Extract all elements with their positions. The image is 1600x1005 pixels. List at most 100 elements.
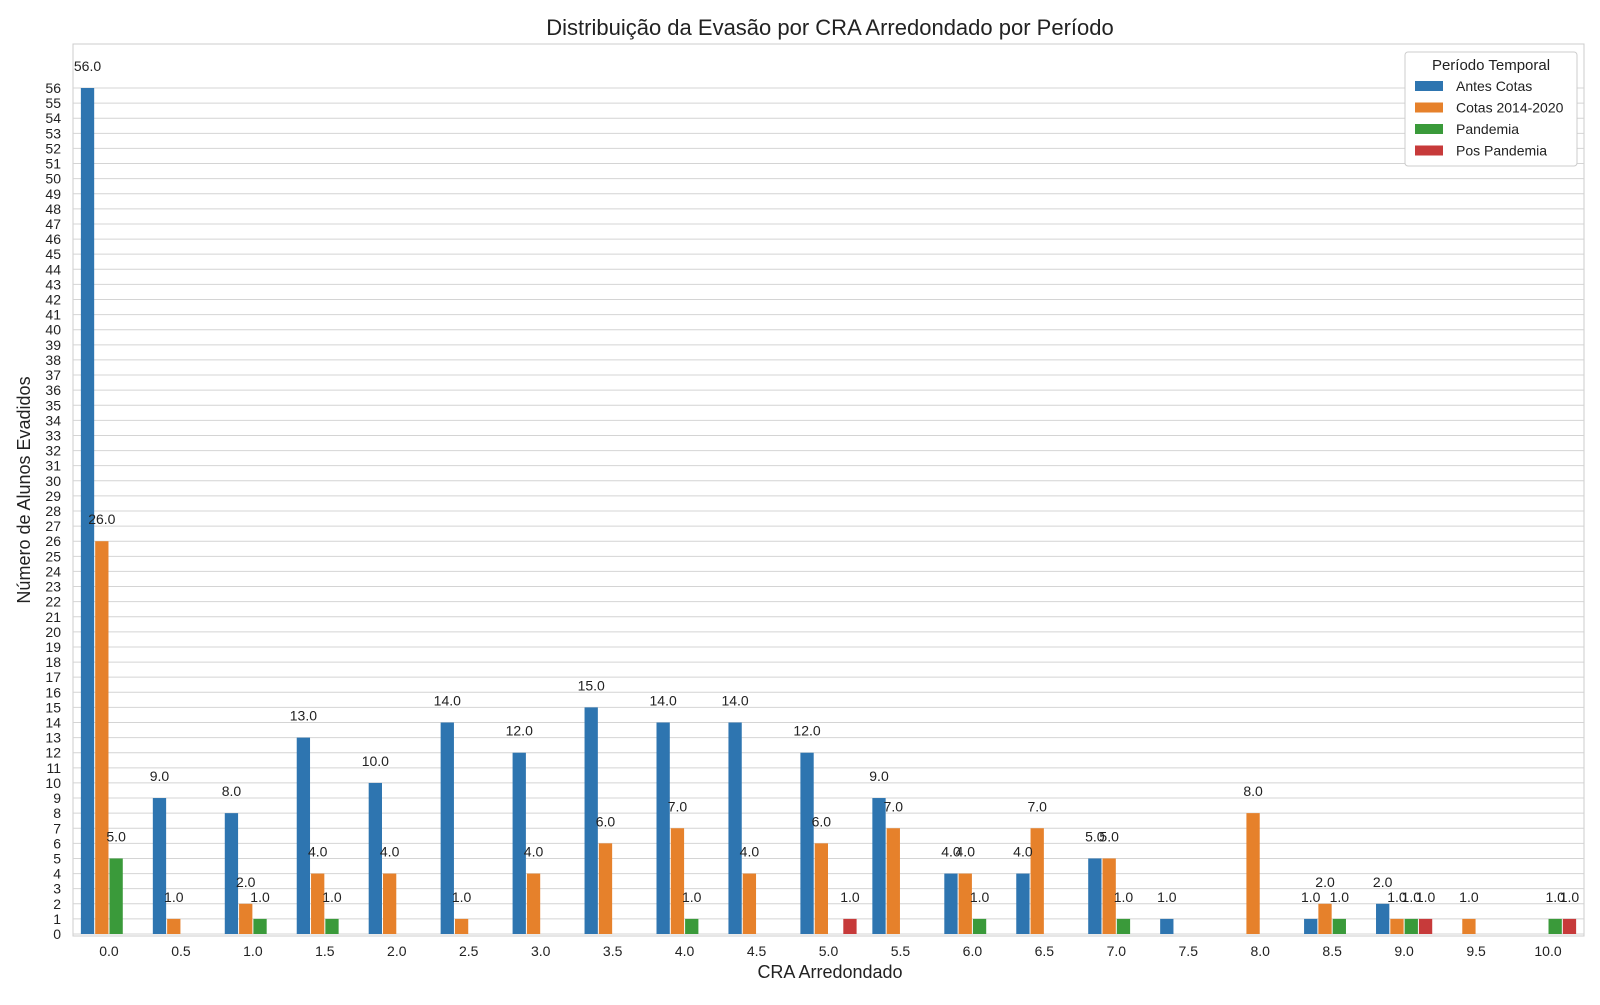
y-tick-label: 52 xyxy=(45,140,61,156)
bar xyxy=(1160,918,1174,934)
y-tick-label: 26 xyxy=(45,533,61,549)
x-tick-label: 7.0 xyxy=(1107,943,1127,959)
bar xyxy=(512,752,526,934)
bar xyxy=(239,903,253,934)
y-tick-label: 3 xyxy=(53,881,61,897)
bar xyxy=(1246,813,1260,934)
y-tick-label: 10 xyxy=(45,775,61,791)
x-tick-label: 4.5 xyxy=(747,943,767,959)
y-tick-label: 12 xyxy=(45,745,61,761)
bar-value-label: 14.0 xyxy=(650,693,677,709)
x-tick-label: 10.0 xyxy=(1534,943,1561,959)
y-tick-label: 22 xyxy=(45,594,61,610)
bar-value-label: 4.0 xyxy=(524,844,544,860)
bar xyxy=(1016,873,1030,934)
x-axis-ticks: 0.0 0.5 1.0 1.5 2.0 2.5 3.0 3.5 4.0 4.5 5.0 5.5 6.0 6… xyxy=(99,943,1562,959)
y-tick-label: 17 xyxy=(45,669,61,685)
bar-value-label: 4.0 xyxy=(308,844,328,860)
y-tick-label: 4 xyxy=(53,866,61,882)
bar xyxy=(958,873,972,934)
bar-value-label: 5.0 xyxy=(1099,828,1119,844)
bar xyxy=(1390,918,1404,934)
x-tick-label: 6.5 xyxy=(1035,943,1055,959)
y-tick-label: 36 xyxy=(45,382,61,398)
legend-swatch xyxy=(1415,81,1443,91)
bar-value-label: 10.0 xyxy=(362,753,389,769)
bar xyxy=(944,873,958,934)
bar-value-label: 2.0 xyxy=(1315,874,1335,890)
y-tick-label: 7 xyxy=(53,820,61,836)
bar-value-label: 1.0 xyxy=(1301,889,1321,905)
x-tick-label: 0.5 xyxy=(171,943,191,959)
y-tick-label: 49 xyxy=(45,186,61,202)
bar xyxy=(368,782,382,934)
x-tick-label: 5.0 xyxy=(819,943,839,959)
x-tick-label: 5.5 xyxy=(891,943,911,959)
bar-value-label: 1.0 xyxy=(1416,889,1436,905)
y-tick-label: 48 xyxy=(45,201,61,217)
data-labels: 56.026.05.09.01.08.02.01.013.04.01.010.0… xyxy=(74,58,1580,905)
legend: Período Temporal Antes Cotas Cotas 2014-2… xyxy=(1404,51,1578,167)
bar-value-label: 14.0 xyxy=(721,693,748,709)
x-tick-label: 2.0 xyxy=(387,943,407,959)
y-tick-label: 43 xyxy=(45,276,61,292)
bar xyxy=(685,918,699,934)
bar-value-label: 6.0 xyxy=(596,813,616,829)
bar xyxy=(1404,918,1418,934)
y-tick-label: 33 xyxy=(45,427,61,443)
y-tick-label: 29 xyxy=(45,488,61,504)
bar-value-label: 12.0 xyxy=(793,723,820,739)
y-tick-label: 20 xyxy=(45,624,61,640)
chart-title: Distribuição da Evasão por CRA Arredonda… xyxy=(546,15,1113,40)
bar xyxy=(296,737,311,934)
y-tick-label: 50 xyxy=(45,171,61,187)
y-tick-label: 15 xyxy=(45,699,61,715)
y-tick-label: 16 xyxy=(45,684,61,700)
y-tick-label: 25 xyxy=(45,548,61,564)
bar xyxy=(670,828,685,934)
x-tick-label: 2.5 xyxy=(459,943,479,959)
y-tick-label: 42 xyxy=(45,292,61,308)
bar xyxy=(598,843,613,934)
y-tick-label: 55 xyxy=(45,95,61,111)
y-tick-label: 9 xyxy=(53,790,61,806)
x-tick-label: 4.0 xyxy=(675,943,695,959)
x-tick-label: 1.5 xyxy=(315,943,335,959)
legend-entry-label: Antes Cotas xyxy=(1456,78,1532,94)
legend-swatch xyxy=(1415,145,1443,156)
bar xyxy=(1116,918,1131,934)
y-tick-label: 2 xyxy=(53,896,61,912)
y-tick-label: 23 xyxy=(45,579,61,595)
x-axis-label: CRA Arredondado xyxy=(757,962,902,982)
bars xyxy=(80,88,1577,934)
y-tick-label: 38 xyxy=(45,352,61,368)
y-tick-label: 41 xyxy=(45,307,61,323)
bar xyxy=(311,873,325,934)
bar xyxy=(1030,828,1044,934)
bar xyxy=(1548,918,1562,934)
y-tick-label: 32 xyxy=(45,443,61,459)
y-tick-label: 0 xyxy=(53,926,61,942)
bar-value-label: 9.0 xyxy=(150,768,170,784)
bar-value-label: 26.0 xyxy=(88,511,115,527)
bar-value-label: 1.0 xyxy=(970,889,990,905)
y-axis-ticks: 0123456789101112131415161718192021222324… xyxy=(45,80,61,942)
grid-lines xyxy=(73,87,1584,935)
bar xyxy=(728,722,742,934)
bar-value-label: 2.0 xyxy=(236,874,256,890)
y-tick-label: 6 xyxy=(53,835,61,851)
bar xyxy=(656,722,670,934)
y-tick-label: 24 xyxy=(45,563,61,579)
y-tick-label: 8 xyxy=(53,805,61,821)
bar-value-label: 4.0 xyxy=(740,844,760,860)
bar-value-label: 56.0 xyxy=(74,58,101,74)
y-tick-label: 11 xyxy=(46,760,61,776)
bar xyxy=(814,843,828,934)
y-tick-label: 56 xyxy=(45,80,61,96)
bar xyxy=(886,828,900,934)
x-tick-label: 3.0 xyxy=(531,943,551,959)
x-tick-label: 7.5 xyxy=(1179,943,1199,959)
bar-value-label: 7.0 xyxy=(1027,798,1047,814)
bar-value-label: 1.0 xyxy=(164,889,184,905)
bar xyxy=(109,858,123,934)
